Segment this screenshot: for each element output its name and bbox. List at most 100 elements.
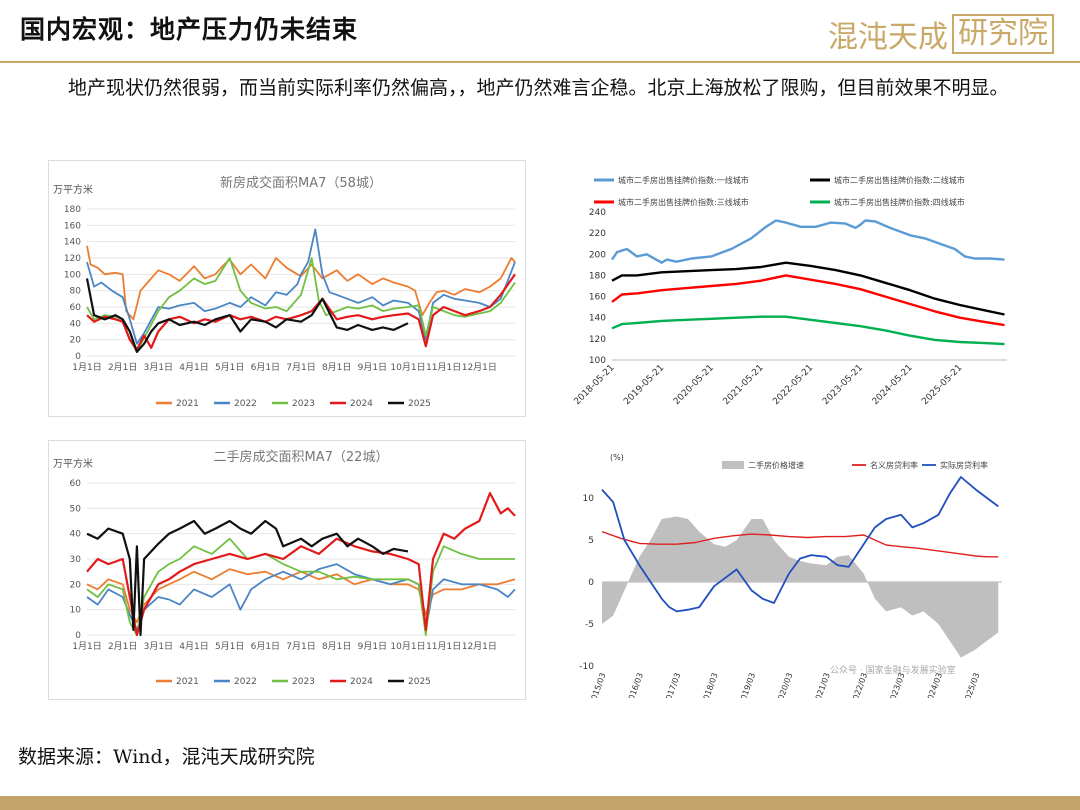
y-tick-label: 10 — [70, 606, 82, 616]
x-tick-label: 2016/03 — [625, 672, 645, 698]
legend-label-2025: 2025 — [408, 677, 431, 687]
x-tick-label: 8月1日 — [322, 641, 351, 652]
y-tick-label: 120 — [64, 254, 81, 264]
legend-swatch — [722, 461, 744, 469]
legend-label-2024: 2024 — [350, 399, 373, 409]
x-tick-label: 1月1日 — [72, 641, 101, 652]
x-tick-label: 3月1日 — [144, 641, 173, 652]
footer-bar — [0, 796, 1080, 810]
x-tick-label: 2023-05-21 — [821, 363, 865, 407]
legend-label: 城市二手房出售挂牌价指数:二线城市 — [834, 175, 965, 185]
new-home-chart: 新房成交面积MA7（58城） 万平方米 0 20 40 60 80 100 120 140 160 1… — [53, 175, 516, 409]
watermark: 公众号 · 国家金融与发展实验室 — [830, 664, 956, 676]
y-tick-label: 20 — [70, 336, 82, 346]
legend-label: 二手房价格增速 — [748, 460, 804, 470]
x-tick-label: 2月1日 — [108, 362, 137, 373]
y-tick-label: 140 — [589, 314, 606, 324]
legend-label: 城市二手房出售挂牌价指数:四线城市 — [834, 197, 965, 207]
y-axis-unit-label: (%) — [610, 453, 624, 462]
x-tick-label: 2月1日 — [108, 641, 137, 652]
series-line-2023 — [86, 257, 516, 353]
x-tick-label: 7月1日 — [286, 641, 315, 652]
y-tick-label: 0 — [588, 578, 594, 588]
intro-paragraph: 地产现状仍然很弱，而当前实际利率仍然偏高，，地产仍然难言企稳。北京上海放松了限购… — [68, 77, 1009, 99]
x-tick-label: 12月1日 — [462, 641, 497, 652]
series-line-2025 — [85, 278, 409, 353]
series-line — [611, 315, 1005, 346]
data-source-note: 数据来源：Wind，混沌天成研究院 — [18, 746, 315, 768]
y-tick-label: 100 — [64, 270, 81, 280]
x-tick-label: 6月1日 — [251, 362, 280, 373]
x-tick-label: 2019-05-21 — [622, 363, 666, 407]
x-tick-label: 2020-05-21 — [672, 363, 716, 407]
listing-index-chart: 城市二手房出售挂牌价指数:一线城市 城市二手房出售挂牌价指数:二线城市城市二手房出… — [573, 175, 1007, 407]
legend-label: 实际房贷利率 — [940, 460, 988, 470]
y-tick-label: 5 — [588, 536, 594, 546]
x-tick-label: 2019/03 — [737, 672, 757, 698]
legend-label: 城市二手房出售挂牌价指数:三线城市 — [618, 197, 749, 207]
x-tick-label: 12月1日 — [462, 362, 497, 373]
series-line-2025 — [86, 519, 409, 637]
legend-label-2025: 2025 — [408, 399, 431, 409]
chart-title: 二手房成交面积MA7（22城） — [214, 449, 389, 465]
listing-index-chart-frame: 城市二手房出售挂牌价指数:一线城市 城市二手房出售挂牌价指数:二线城市 城市二手房出… — [572, 165, 1042, 415]
x-tick-label: 9月1日 — [358, 641, 387, 652]
price-rates-chart-frame: (%) -10 -5 0 5 10 二手房价格增速 名义房贷利率 实际房贷利率 2015/03 20… — [572, 446, 1016, 706]
x-tick-label: 5月1日 — [215, 362, 244, 373]
y-tick-label: 120 — [589, 335, 606, 345]
series-line-2021 — [86, 245, 516, 321]
x-tick-label: 7月1日 — [286, 362, 315, 373]
x-tick-label: 2025-05-21 — [920, 363, 964, 407]
legend-label-2021: 2021 — [176, 399, 199, 409]
logo-main-text: 混沌天成 — [828, 20, 948, 55]
series-line-2023 — [86, 537, 515, 636]
y-tick-label: -10 — [579, 662, 594, 672]
y-tick-label: 10 — [583, 494, 595, 504]
x-tick-label: 10月1日 — [390, 641, 425, 652]
header-divider — [0, 61, 1080, 63]
y-tick-label: 80 — [70, 287, 82, 297]
y-axis-unit-label: 万平方米 — [53, 457, 93, 470]
series-line-2022 — [86, 228, 516, 345]
brand-logo: 混沌天成 研究院 — [828, 12, 1054, 56]
resale-chart: 二手房成交面积MA7（22城） 万平方米 0 10 20 30 40 50 60 1月1日 2月1日… — [53, 449, 516, 687]
y-tick-label: 100 — [589, 356, 606, 366]
y-tick-label: 140 — [64, 238, 81, 248]
y-tick-label: 30 — [70, 555, 82, 565]
series-line — [601, 530, 999, 558]
legend-label: 名义房贷利率 — [870, 460, 918, 470]
y-tick-label: 200 — [589, 250, 606, 260]
x-tick-label: 8月1日 — [322, 362, 351, 373]
y-tick-label: 160 — [64, 221, 81, 231]
legend-label-2021: 2021 — [176, 677, 199, 687]
resale-chart-frame: 二手房成交面积MA7（22城） 万平方米 0 10 20 30 40 50 60 1月1日 2月1日… — [48, 440, 526, 700]
series-line — [601, 476, 999, 613]
page-title: 国内宏观：地产压力仍未结束 — [20, 15, 359, 44]
series-line — [611, 261, 1005, 316]
x-tick-label: 2018-05-21 — [573, 363, 617, 407]
series-line — [611, 219, 1005, 264]
y-tick-label: 180 — [589, 271, 606, 281]
y-tick-label: 240 — [589, 208, 606, 218]
y-tick-label: 60 — [70, 303, 82, 313]
y-tick-label: 0 — [75, 631, 81, 641]
x-tick-label: 2015/03 — [588, 672, 608, 698]
new-home-chart-frame: 新房成交面积MA7（58城） 万平方米 0 20 40 60 80 100 120 140 160 1… — [48, 160, 526, 417]
y-tick-label: 220 — [589, 229, 606, 239]
legend-label-2022: 2022 — [234, 677, 257, 687]
logo-box-text: 研究院 — [952, 14, 1054, 54]
series-line-2024 — [86, 492, 516, 637]
price-rates-chart: (%) -10 -5 0 5 10 二手房价格增速 名义房贷利率 实际房贷利率 2015/03 20… — [579, 453, 1002, 706]
x-tick-label: 11月1日 — [426, 362, 461, 373]
legend-label: 城市二手房出售挂牌价指数:一线城市 — [618, 175, 749, 185]
y-tick-label: 180 — [64, 205, 81, 215]
x-tick-label: 2025/03 — [962, 672, 982, 698]
y-tick-label: -5 — [585, 620, 594, 630]
x-tick-label: 6月1日 — [251, 641, 280, 652]
x-tick-label: 9月1日 — [358, 362, 387, 373]
y-tick-label: 40 — [70, 319, 82, 329]
series-line — [611, 274, 1005, 327]
series-area — [602, 516, 999, 658]
y-tick-label: 0 — [75, 352, 81, 362]
x-tick-label: 2021/03 — [812, 672, 832, 698]
